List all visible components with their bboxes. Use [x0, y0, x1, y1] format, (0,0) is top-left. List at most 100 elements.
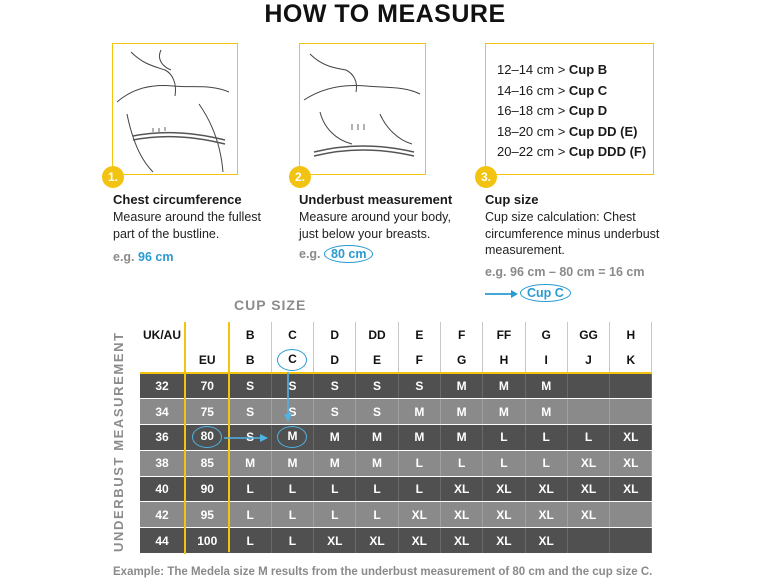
table-cell: B [229, 322, 272, 347]
table-cell: XL [440, 476, 484, 503]
table-cell: C [271, 322, 315, 347]
table-cell: GG [567, 322, 611, 347]
table-cell: M [482, 398, 526, 426]
table-cell: XL [482, 476, 526, 503]
table-cell: M [440, 424, 484, 451]
desc-line: just below your breasts. [299, 226, 431, 241]
table-cell: XL [482, 527, 526, 555]
table-cell: FF [482, 322, 526, 347]
table-row: 40 90 L L L L L XL XL XL XL XL [140, 476, 653, 503]
table-cell: L [525, 424, 568, 451]
table-cell: L [271, 476, 315, 503]
table-cell: XL [567, 450, 611, 477]
table-cell: XL [609, 476, 653, 503]
header-row-ukau: UK/AU B C D DD E F FF G GG H [140, 322, 653, 347]
table-cell: L [229, 476, 272, 503]
table-cell: XL [609, 424, 653, 451]
desc-line: measurement. [485, 243, 565, 257]
table-cell: DD [355, 322, 399, 347]
size-chart-table: UK/AU B C D DD E F FF G GG H EU B C D E F G H I J K 32 70 S S S S S M… [140, 322, 653, 555]
table-cell: 95 [184, 501, 230, 529]
table-cell: XL [440, 527, 484, 555]
eg-value-circled: 80 cm [324, 245, 374, 263]
step-3-title: Cup size [485, 192, 539, 207]
cup-rule-cup: Cup C [568, 82, 608, 98]
table-cell: F [398, 347, 441, 374]
table-cell: S [313, 398, 357, 426]
table-cell: G [440, 347, 484, 374]
desc-line: part of the bustline. [113, 226, 220, 241]
step-1-desc: Measure around the fullest part of the b… [113, 209, 261, 242]
table-cell: E [355, 347, 399, 374]
arrow-right-icon [485, 290, 518, 298]
table-cell: M [398, 398, 441, 426]
cup-rule: 14–16 cm > Cup C [497, 81, 646, 102]
table-cell: D [313, 322, 357, 347]
table-cell: L [271, 501, 315, 529]
table-cell: XL [440, 501, 484, 529]
underbust-illustration-frame [299, 43, 426, 175]
table-cell [567, 398, 611, 426]
table-cell: G [525, 322, 568, 347]
table-cell [184, 322, 230, 347]
highlighted-cell-value: M [277, 426, 308, 449]
table-cell: XL [525, 501, 568, 529]
table-row: 44 100 L L XL XL XL XL XL XL [140, 527, 653, 555]
cup-rule-range: 18–20 cm > [497, 123, 569, 139]
table-cell: M [313, 424, 357, 451]
table-cell: D [313, 347, 357, 374]
table-cell: XL [355, 527, 399, 555]
table-cell: F [440, 322, 484, 347]
table-cell: XL [313, 527, 357, 555]
table-cell: L [482, 450, 526, 477]
table-cell: L [440, 450, 484, 477]
table-cell: B [229, 347, 272, 374]
table-cell: M [229, 450, 272, 477]
table-cell: M [440, 398, 484, 426]
desc-line: Cup size calculation: Chest [485, 210, 636, 224]
cup-size-label: CUP SIZE [234, 297, 307, 313]
chest-illustration-frame [112, 43, 238, 175]
header-row-eu: EU B C D E F G H I J K [140, 347, 653, 374]
table-cell: M [398, 424, 441, 451]
table-cell: 40 [140, 476, 186, 503]
table-cell: L [229, 527, 272, 555]
table-cell: L [271, 527, 315, 555]
table-row: 3680SMMMMMLLLXL [140, 424, 653, 451]
table-row: 34 75 S S S S M M M M [140, 398, 653, 426]
table-cell [567, 527, 611, 555]
table-cell: 36 [140, 424, 186, 451]
table-cell: J [567, 347, 611, 374]
table-cell: XL [609, 450, 653, 477]
underbust-label: UNDERBUST MEASUREMENT [111, 331, 126, 552]
table-cell: L [313, 476, 357, 503]
highlighted-cell-value: C [277, 348, 308, 371]
chest-measure-illustration [116, 49, 230, 173]
step-3-result: Cup C [520, 284, 571, 302]
table-cell: XL [398, 527, 441, 555]
cup-rule-cup: Cup B [568, 62, 608, 77]
step-2-title: Underbust measurement [299, 192, 453, 207]
result-circled: Cup C [520, 284, 571, 302]
table-cell: 34 [140, 398, 186, 426]
cup-rule-cup: Cup DDD (F) [568, 144, 647, 159]
table-cell: XL [482, 501, 526, 529]
table-cell: M [313, 450, 357, 477]
table-cell: 85 [184, 450, 230, 477]
table-cell: L [567, 424, 611, 451]
table-cell: L [398, 450, 441, 477]
table-cell: E [398, 322, 441, 347]
eg-prefix: e.g. [299, 247, 325, 261]
table-cell [609, 373, 653, 400]
table-cell: M [525, 373, 568, 400]
table-cell: L [313, 501, 357, 529]
table-cell [609, 527, 653, 555]
step-3-badge: 3. [475, 166, 497, 188]
table-cell [567, 373, 611, 400]
table-cell: S [355, 398, 399, 426]
example-note: Example: The Medela size M results from … [113, 566, 653, 578]
table-cell: XL [525, 527, 568, 555]
step-3-example: e.g. 96 cm – 80 cm = 16 cm [485, 265, 645, 279]
table-cell: K [609, 347, 653, 374]
example-path-arrows [224, 372, 292, 442]
